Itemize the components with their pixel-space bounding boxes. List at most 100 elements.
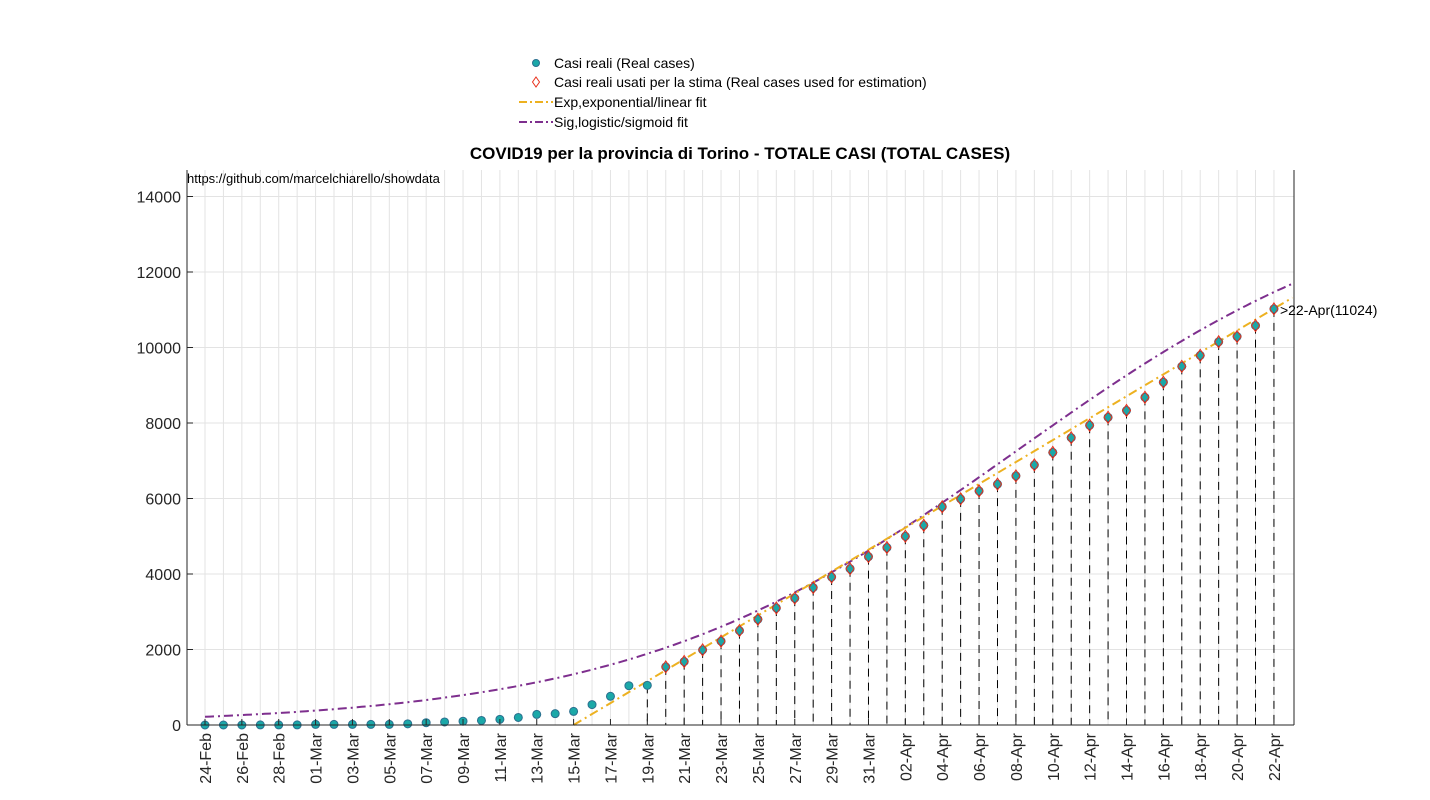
real-case-point	[900, 531, 910, 541]
legend-label: Casi reali usati per la stima (Real case…	[554, 74, 927, 90]
legend: Casi reali (Real cases) Casi reali usati …	[519, 55, 927, 130]
real-case-point	[771, 603, 781, 613]
y-tick-label: 4000	[145, 567, 181, 584]
x-tick-label: 24-Feb	[198, 733, 215, 784]
x-tick-label: 14-Apr	[1120, 732, 1137, 781]
chart-title: COVID19 per la provincia di Torino - TOT…	[470, 144, 1010, 163]
used-case-diamond	[1048, 445, 1058, 460]
x-tick-label: 05-Mar	[382, 732, 399, 783]
sigmoid-fit-line	[204, 282, 1293, 718]
real-case-point	[1103, 412, 1113, 422]
used-case-diamond	[698, 642, 708, 657]
used-case-diamond	[808, 580, 818, 595]
real-case-point	[1140, 392, 1150, 402]
real-case-point	[1066, 433, 1076, 443]
real-case-point	[679, 657, 689, 667]
x-tick-label: 08-Apr	[1009, 732, 1026, 781]
used-case-diamond	[1250, 318, 1261, 333]
used-case-diamond	[845, 561, 855, 576]
used-case-diamond	[1066, 430, 1076, 445]
last-value-annotation: >22-Apr(11024)	[1280, 302, 1377, 318]
x-tick-label: 23-Mar	[714, 732, 731, 783]
real-case-point	[1232, 332, 1242, 342]
x-tick-label: 15-Mar	[567, 732, 584, 783]
used-case-diamond	[882, 540, 892, 555]
real-case-point	[1085, 420, 1095, 430]
real-case-point	[624, 681, 634, 691]
real-case-point	[882, 543, 892, 553]
legend-label: Casi reali (Real cases)	[554, 55, 695, 71]
legend-marker-used-cases	[531, 76, 541, 88]
real-case-point	[1158, 377, 1168, 387]
real-case-point	[1177, 361, 1187, 371]
real-case-point	[1195, 350, 1205, 360]
used-case-diamond	[992, 477, 1003, 492]
used-case-diamond	[1011, 468, 1021, 483]
real-case-point	[366, 719, 376, 729]
used-case-diamond	[661, 659, 671, 674]
x-tick-label: 07-Mar	[419, 732, 436, 783]
x-tick-label: 06-Apr	[972, 732, 989, 781]
real-case-point	[605, 691, 615, 701]
y-tick-label: 8000	[145, 416, 181, 433]
x-tick-label: 27-Mar	[788, 732, 805, 783]
real-case-point	[827, 572, 837, 582]
x-tick-label: 01-Mar	[309, 732, 326, 783]
real-case-point	[698, 645, 708, 655]
plot-area: 0 2000 4000 6000 8000 10000 12000 14000 24-Feb 26…	[137, 170, 1377, 784]
used-case-diamond	[919, 518, 929, 533]
real-case-point	[476, 715, 486, 725]
real-case-point	[1251, 321, 1261, 331]
used-case-diamond	[1140, 390, 1150, 405]
real-case-point	[992, 479, 1002, 489]
x-tick-label: 17-Mar	[603, 732, 620, 783]
x-tick-label: 09-Mar	[456, 732, 473, 783]
x-tick-label: 18-Apr	[1193, 732, 1210, 781]
real-case-point	[863, 552, 873, 562]
real-case-point	[587, 700, 597, 710]
x-tick-label: 20-Apr	[1230, 732, 1247, 781]
used-case-diamond	[1121, 403, 1132, 418]
real-case-point	[440, 717, 450, 727]
used-case-diamond	[771, 601, 781, 615]
used-case-diamond	[1085, 418, 1095, 433]
real-case-point	[956, 494, 966, 504]
real-case-point	[1269, 304, 1279, 314]
y-tick-label: 0	[172, 718, 181, 735]
source-url-text: https://github.com/marcelchiarello/showd…	[187, 171, 441, 186]
used-case-diamond	[956, 491, 966, 506]
used-case-diamond	[863, 549, 874, 564]
real-case-point	[753, 614, 763, 624]
real-case-point	[642, 680, 652, 690]
real-case-point	[790, 593, 800, 603]
real-case-point	[403, 719, 413, 729]
x-tick-label: 31-Mar	[861, 732, 878, 783]
x-tick-label: 28-Feb	[272, 733, 289, 784]
x-tick-label: 22-Apr	[1267, 732, 1284, 781]
used-case-diamond	[974, 484, 984, 498]
y-tick-label: 10000	[137, 341, 182, 358]
used-case-diamond	[1103, 410, 1113, 425]
used-case-diamond	[753, 612, 763, 627]
used-case-diamond	[790, 591, 800, 606]
used-case-diamond	[900, 529, 910, 544]
real-case-point	[569, 706, 579, 716]
real-case-point	[974, 486, 984, 496]
x-tick-label: 21-Mar	[677, 732, 694, 783]
used-case-diamond	[1029, 458, 1039, 472]
x-tick-label: 16-Apr	[1156, 732, 1173, 781]
y-tick-label: 2000	[145, 643, 181, 660]
real-case-point	[1214, 337, 1224, 347]
real-case-point	[513, 712, 523, 722]
real-case-point	[734, 626, 744, 636]
legend-marker-real-cases	[532, 59, 540, 67]
real-case-point	[1048, 447, 1058, 457]
x-tick-label: 10-Apr	[1046, 732, 1063, 781]
used-case-diamond	[679, 654, 689, 669]
used-case-diamond	[1232, 329, 1242, 344]
real-case-point	[1011, 471, 1021, 481]
x-tick-label: 12-Apr	[1083, 732, 1100, 781]
used-case-diamond	[716, 634, 726, 649]
real-case-point	[1029, 460, 1039, 470]
